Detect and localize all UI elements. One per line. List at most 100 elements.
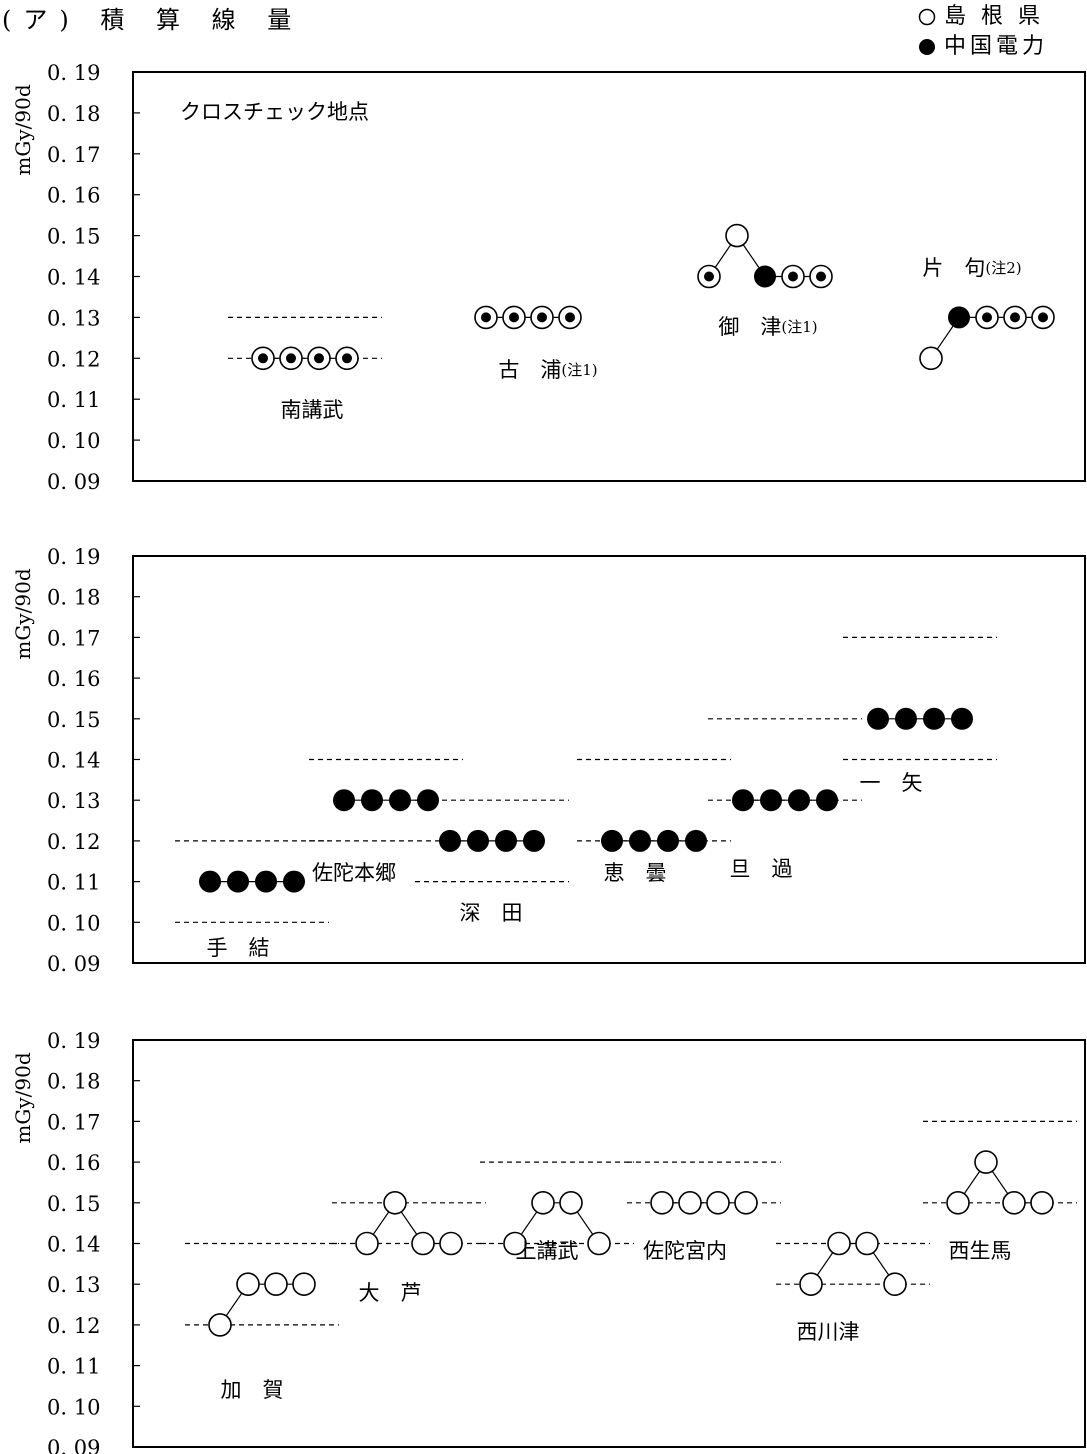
y-tick-label: 0. 18 [47,586,100,610]
legend-item-chugoku: 中国電力 [918,32,1048,62]
site-group-西生馬: 西生馬 [923,1120,1077,1263]
y-tick-label: 0. 09 [47,1436,100,1454]
site-group-大芦: 大 芦 [332,1191,486,1305]
series-connector [366,1201,451,1245]
data-point-chugoku [537,312,547,323]
data-point-shimane [974,1150,998,1174]
site-label: 南講武 [281,398,344,422]
site-group-深田: 深 田 [415,799,569,925]
data-point-chugoku [286,353,296,364]
data-point-shimane [799,1272,823,1296]
legend-item-shimane: 島 根 県 [918,2,1048,32]
data-point-shimane [383,1191,407,1215]
data-point-shimane [946,1191,970,1215]
site-label: 手 結 [207,936,270,960]
series-connector [810,1242,896,1285]
site-label: 西川津 [797,1320,860,1344]
site-group-恵曇: 恵 曇 [577,758,731,885]
data-point-chugoku [199,870,221,893]
data-point-chugoku [227,870,249,893]
series-connector [957,1161,1042,1204]
legend-label: 中国電力 [944,34,1049,59]
site-label: 加 賀 [221,1378,284,1402]
data-point-chugoku [283,870,305,893]
y-tick-label: 0. 14 [47,749,100,773]
data-point-shimane [355,1231,379,1256]
data-point-chugoku [895,707,917,730]
y-tick-label: 0. 19 [47,1029,100,1053]
data-point-chugoku [685,829,707,852]
data-point-chugoku [982,312,992,323]
y-axis-label: mGy/90d [11,84,35,175]
site-group-西川津: 西川津 [776,1231,930,1344]
data-point-chugoku [439,829,461,852]
y-tick-label: 0. 10 [47,911,100,935]
y-tick-label: 0. 14 [47,266,100,290]
site-note: (注1) [561,361,597,379]
site-group-加賀: 加 賀 [185,1242,339,1402]
data-point-chugoku [948,306,970,329]
site-label: 旦 過 [730,857,793,881]
y-tick-label: 0. 16 [47,667,100,691]
data-point-chugoku [657,829,679,852]
data-point-chugoku [732,789,754,812]
site-label: 一 矢 [860,771,923,795]
site-label: 古 浦(注1) [498,358,597,382]
data-point-shimane [827,1231,851,1256]
y-tick-label: 0. 13 [47,789,100,813]
data-point-chugoku [923,707,945,730]
y-tick-label: 0. 09 [47,952,100,976]
site-label: 御 津(注1) [718,315,817,339]
site-group-古浦: 古 浦(注1) [474,305,598,382]
y-tick-label: 0. 15 [47,225,100,249]
y-tick-label: 0. 17 [47,626,100,650]
data-point-chugoku [523,829,545,852]
y-axis-label: mGy/90d [11,1052,35,1143]
y-tick-label: 0. 12 [47,830,100,854]
site-group-一矢: 一 矢 [843,636,997,795]
data-point-chugoku [760,789,782,812]
data-point-chugoku [816,271,826,282]
legend-label: 島 根 県 [944,4,1044,29]
data-point-shimane [236,1272,260,1296]
site-label: 西生馬 [949,1239,1012,1263]
site-group-上講武: 上講武 [480,1161,634,1263]
data-point-chugoku [314,353,324,364]
data-point-shimane [587,1231,611,1256]
site-note: (注1) [781,318,817,336]
y-tick-label: 0. 16 [47,1151,100,1175]
site-label: 佐陀本郷 [312,861,396,885]
y-tick-label: 0. 18 [47,102,100,126]
site-label: 大 芦 [359,1281,422,1305]
y-tick-label: 0. 19 [47,61,100,85]
data-point-chugoku [1010,312,1020,323]
data-point-chugoku [509,312,519,323]
data-point-shimane [1002,1191,1026,1215]
data-point-chugoku [754,265,776,288]
site-group-佐陀宮内: 佐陀宮内 [627,1161,781,1263]
y-tick-label: 0. 14 [47,1233,100,1257]
data-point-shimane [559,1191,583,1215]
data-point-shimane [208,1313,232,1337]
site-label: 恵 曇 [604,861,667,885]
y-tick-label: 0. 17 [47,1110,100,1134]
data-point-chugoku [1038,312,1048,323]
series-connector [219,1283,304,1326]
data-point-chugoku [481,312,491,323]
data-point-chugoku [788,789,810,812]
panel-annotation: クロスチェック地点 [180,100,369,124]
y-tick-label: 0. 12 [47,347,100,371]
legend: 島 根 県 中国電力 [918,2,1048,62]
data-point-chugoku [565,312,575,323]
data-point-chugoku [816,789,838,812]
site-note: (注2) [985,259,1021,277]
site-group-御津: 御 津(注1) [697,223,833,339]
data-point-shimane [264,1272,288,1296]
y-tick-label: 0. 19 [47,545,100,569]
site-label: 佐陀宮内 [643,1239,727,1263]
data-point-shimane [919,346,943,371]
y-tick-label: 0. 12 [47,1314,100,1338]
y-tick-label: 0. 11 [47,871,100,895]
y-tick-label: 0. 18 [47,1070,100,1094]
